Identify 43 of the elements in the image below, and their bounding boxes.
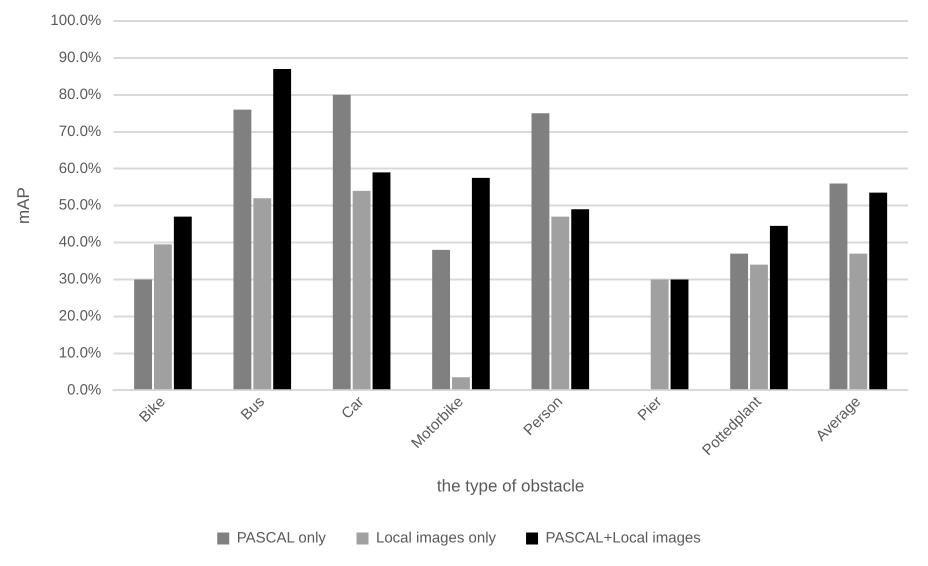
legend-label: PASCAL only: [236, 530, 326, 547]
bar: [532, 113, 550, 390]
bar: [551, 216, 570, 390]
x-tick-label: Bike: [136, 393, 169, 426]
bar: [770, 226, 788, 390]
bar: [750, 264, 768, 390]
y-tick-label: 70.0%: [58, 122, 102, 140]
y-tick-label: 10.0%: [58, 344, 102, 362]
y-tick-label: 30.0%: [58, 270, 102, 288]
y-tick-label: 0.0%: [67, 381, 102, 398]
bar: [849, 254, 868, 390]
bar: [372, 172, 390, 390]
y-tick-label: 90.0%: [58, 49, 102, 66]
y-tick-label: 80.0%: [58, 86, 102, 103]
bar: [352, 190, 371, 390]
bar: [869, 192, 888, 390]
y-axis-title: mAP: [14, 187, 33, 224]
legend-label: Local images only: [376, 530, 497, 547]
bar: [730, 254, 748, 390]
bar: [432, 250, 450, 390]
bar: [650, 279, 669, 390]
x-tick-label: Bus: [238, 393, 268, 424]
bar: [174, 216, 192, 390]
bar: [134, 279, 152, 390]
bar: [233, 110, 252, 390]
y-tick-label: 40.0%: [58, 234, 102, 251]
y-tick-label: 50.0%: [58, 196, 102, 214]
bar: [253, 198, 272, 390]
x-axis-title: the type of obstacle: [436, 476, 584, 496]
y-tick-label: 100.0%: [50, 12, 102, 30]
y-tick-label: 60.0%: [58, 160, 102, 177]
bar: [154, 244, 172, 390]
bar: [332, 94, 351, 390]
y-tick-label: 20.0%: [58, 308, 102, 325]
bar: [472, 178, 490, 390]
bar: [830, 183, 848, 390]
bar: [273, 68, 292, 390]
x-tick-label: Pier: [634, 393, 666, 424]
bar: [571, 209, 590, 390]
bar: [452, 377, 470, 390]
legend-label: PASCAL+Local images: [546, 530, 701, 547]
x-tick-label: Car: [338, 393, 368, 422]
bar: [670, 279, 688, 390]
